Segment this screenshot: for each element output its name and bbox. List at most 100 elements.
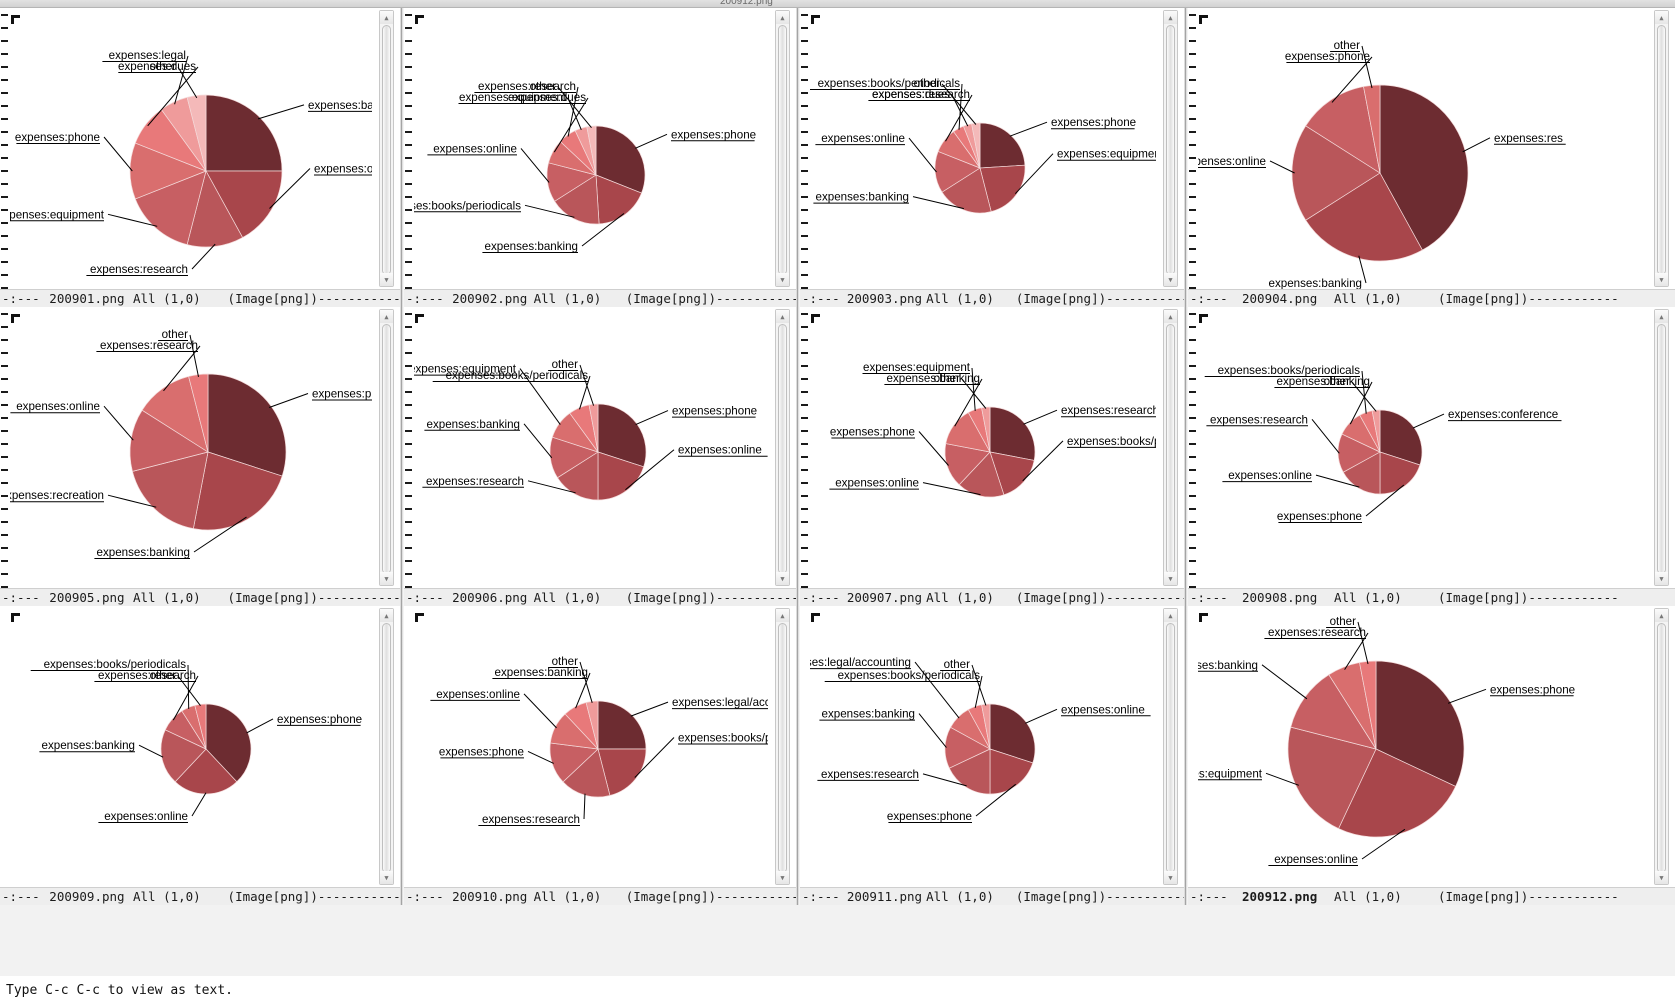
emacs-window-200910[interactable]: expenses:legal/accoun expenses:books/peri… xyxy=(404,606,796,905)
modeline-major-mode: (Image[png]) xyxy=(625,291,716,306)
scroll-down-arrow-icon[interactable]: ▼ xyxy=(776,572,789,585)
vertical-scrollbar[interactable]: ▲ ▼ xyxy=(379,608,394,885)
scroll-down-arrow-icon[interactable]: ▼ xyxy=(1164,572,1177,585)
scroll-up-arrow-icon[interactable]: ▲ xyxy=(1655,11,1668,24)
emacs-window-200907[interactable]: expenses:research expenses:books/periodic… xyxy=(800,307,1184,606)
scroll-up-arrow-icon[interactable]: ▲ xyxy=(776,609,789,622)
vertical-scrollbar[interactable]: ▲ ▼ xyxy=(1654,608,1669,885)
vertical-scrollbar[interactable]: ▲ ▼ xyxy=(775,608,790,885)
mode-line[interactable]: -:--- 200901.png All (1,0) (Image[png]) ----… xyxy=(0,289,400,307)
mode-line[interactable]: -:--- 200908.png All (1,0) (Image[png]) ----… xyxy=(1188,588,1675,606)
vertical-scrollbar[interactable]: ▲ ▼ xyxy=(1163,309,1178,586)
modeline-buffer-name: 200903.png xyxy=(846,291,923,306)
mode-line[interactable]: -:--- 200909.png All (1,0) (Image[png]) ----… xyxy=(0,887,400,905)
emacs-window-200905[interactable]: expenses:phone expenses:banking xpenses:re… xyxy=(0,307,400,606)
modeline-major-mode: (Image[png]) xyxy=(227,590,318,605)
scrollbar-thumb[interactable] xyxy=(1657,623,1666,873)
emacs-window-200903[interactable]: expenses:phone expenses:equipment expenses… xyxy=(800,8,1184,307)
scrollbar-thumb[interactable] xyxy=(1166,25,1175,275)
scroll-down-arrow-icon[interactable]: ▼ xyxy=(380,273,393,286)
scroll-up-arrow-icon[interactable]: ▲ xyxy=(1655,310,1668,323)
scrollbar-thumb[interactable] xyxy=(1166,324,1175,574)
emacs-window-200904[interactable]: expenses:res expenses:banking expenses:onl… xyxy=(1188,8,1675,307)
modeline-major-mode: (Image[png]) xyxy=(227,889,318,904)
scroll-down-arrow-icon[interactable]: ▼ xyxy=(1655,572,1668,585)
scrollbar-thumb[interactable] xyxy=(382,25,391,275)
mode-line[interactable]: -:--- 200911.png All (1,0) (Image[png]) ----… xyxy=(800,887,1184,905)
scrollbar-thumb[interactable] xyxy=(1657,324,1666,574)
label-leader-line xyxy=(914,661,960,719)
emacs-window-200906[interactable]: expenses:phone expenses:online expenses:re… xyxy=(404,307,796,606)
scroll-down-arrow-icon[interactable]: ▼ xyxy=(776,273,789,286)
scroll-up-arrow-icon[interactable]: ▲ xyxy=(776,11,789,24)
left-fringe xyxy=(404,606,414,887)
emacs-window-200909[interactable]: expenses:phone expenses:online expenses:ba… xyxy=(0,606,400,905)
label-leader-line xyxy=(527,750,554,764)
scrollbar-thumb[interactable] xyxy=(382,623,391,873)
scroll-down-arrow-icon[interactable]: ▼ xyxy=(1164,273,1177,286)
emacs-window-200911[interactable]: expenses:online expenses:phone expenses:re… xyxy=(800,606,1184,905)
scrollbar-thumb[interactable] xyxy=(778,324,787,574)
label-leader-line xyxy=(971,367,976,411)
vertical-scrollbar[interactable]: ▲ ▼ xyxy=(1163,10,1178,287)
modeline-position: All (1,0) xyxy=(926,291,994,306)
pie-chart: expenses:res expenses:banking expenses:onl… xyxy=(1198,39,1566,289)
label-leader-line xyxy=(1357,621,1369,665)
pie-slice-label: expenses:equipment xyxy=(414,363,517,376)
pie-slice xyxy=(941,167,992,214)
scroll-down-arrow-icon[interactable]: ▼ xyxy=(1655,273,1668,286)
scroll-up-arrow-icon[interactable]: ▲ xyxy=(1164,11,1177,24)
pie-chart: expenses:banking expenses:online expenses:… xyxy=(10,49,372,276)
scrollbar-thumb[interactable] xyxy=(382,324,391,574)
label-leader-line xyxy=(107,494,157,508)
mode-line[interactable]: -:--- 200912.png All (1,0) (Image[png]) ----… xyxy=(1188,887,1675,905)
pie-slice-label: expenses:equipment xyxy=(459,91,567,104)
scroll-up-arrow-icon[interactable]: ▲ xyxy=(1655,609,1668,622)
mode-line[interactable]: -:--- 200907.png All (1,0) (Image[png]) ----… xyxy=(800,588,1184,606)
pie-slice-label: expenses:banking xyxy=(308,99,372,112)
vertical-scrollbar[interactable]: ▲ ▼ xyxy=(379,10,394,287)
scrollbar-thumb[interactable] xyxy=(778,25,787,275)
scrollbar-thumb[interactable] xyxy=(778,623,787,873)
mode-line[interactable]: -:--- 200906.png All (1,0) (Image[png]) ----… xyxy=(404,588,796,606)
emacs-window-200912[interactable]: expenses:phone expenses:online penses:equi… xyxy=(1188,606,1675,905)
vertical-scrollbar[interactable]: ▲ ▼ xyxy=(775,309,790,586)
pie-slice xyxy=(186,94,207,172)
scroll-down-arrow-icon[interactable]: ▼ xyxy=(1164,871,1177,884)
modeline-position: All (1,0) xyxy=(1334,291,1402,306)
mode-line[interactable]: -:--- 200904.png All (1,0) (Image[png]) ----… xyxy=(1188,289,1675,307)
pie-slice-label: expenses:online xyxy=(436,688,520,701)
label-leader-line xyxy=(107,213,158,227)
scrollbar-thumb[interactable] xyxy=(1657,25,1666,275)
emacs-window-200901[interactable]: expenses:banking expenses:online expenses:… xyxy=(0,8,400,307)
scroll-up-arrow-icon[interactable]: ▲ xyxy=(1164,609,1177,622)
vertical-scrollbar[interactable]: ▲ ▼ xyxy=(1163,608,1178,885)
scroll-down-arrow-icon[interactable]: ▼ xyxy=(1655,871,1668,884)
scroll-up-arrow-icon[interactable]: ▲ xyxy=(1164,310,1177,323)
scroll-up-arrow-icon[interactable]: ▲ xyxy=(380,11,393,24)
vertical-scrollbar[interactable]: ▲ ▼ xyxy=(775,10,790,287)
pie-slice-label: expenses:legal/accounting xyxy=(810,656,911,669)
label-leader-line xyxy=(630,701,669,717)
mode-line[interactable]: -:--- 200905.png All (1,0) (Image[png]) ----… xyxy=(0,588,400,606)
scroll-down-arrow-icon[interactable]: ▼ xyxy=(776,871,789,884)
scroll-up-arrow-icon[interactable]: ▲ xyxy=(380,609,393,622)
mode-line[interactable]: -:--- 200903.png All (1,0) (Image[png]) ----… xyxy=(800,289,1184,307)
emacs-window-200908[interactable]: expenses:conference expenses:phone expense… xyxy=(1188,307,1675,606)
pie-slice-label: expenses:research xyxy=(1268,626,1366,639)
pie-slice-label: expenses:banking xyxy=(42,739,135,752)
scrollbar-thumb[interactable] xyxy=(1166,623,1175,873)
vertical-scrollbar[interactable]: ▲ ▼ xyxy=(1654,10,1669,287)
pie-slice xyxy=(971,122,981,169)
vertical-scrollbar[interactable]: ▲ ▼ xyxy=(1654,309,1669,586)
title-bar: 200912.png xyxy=(0,0,1675,8)
pie-slice xyxy=(134,170,207,246)
scroll-down-arrow-icon[interactable]: ▼ xyxy=(380,871,393,884)
vertical-scrollbar[interactable]: ▲ ▼ xyxy=(379,309,394,586)
emacs-window-200902[interactable]: expenses:phone expenses:banking enses:book… xyxy=(404,8,796,307)
scroll-up-arrow-icon[interactable]: ▲ xyxy=(776,310,789,323)
scroll-up-arrow-icon[interactable]: ▲ xyxy=(380,310,393,323)
mode-line[interactable]: -:--- 200902.png All (1,0) (Image[png]) ----… xyxy=(404,289,796,307)
scroll-down-arrow-icon[interactable]: ▼ xyxy=(380,572,393,585)
mode-line[interactable]: -:--- 200910.png All (1,0) (Image[png]) ----… xyxy=(404,887,796,905)
